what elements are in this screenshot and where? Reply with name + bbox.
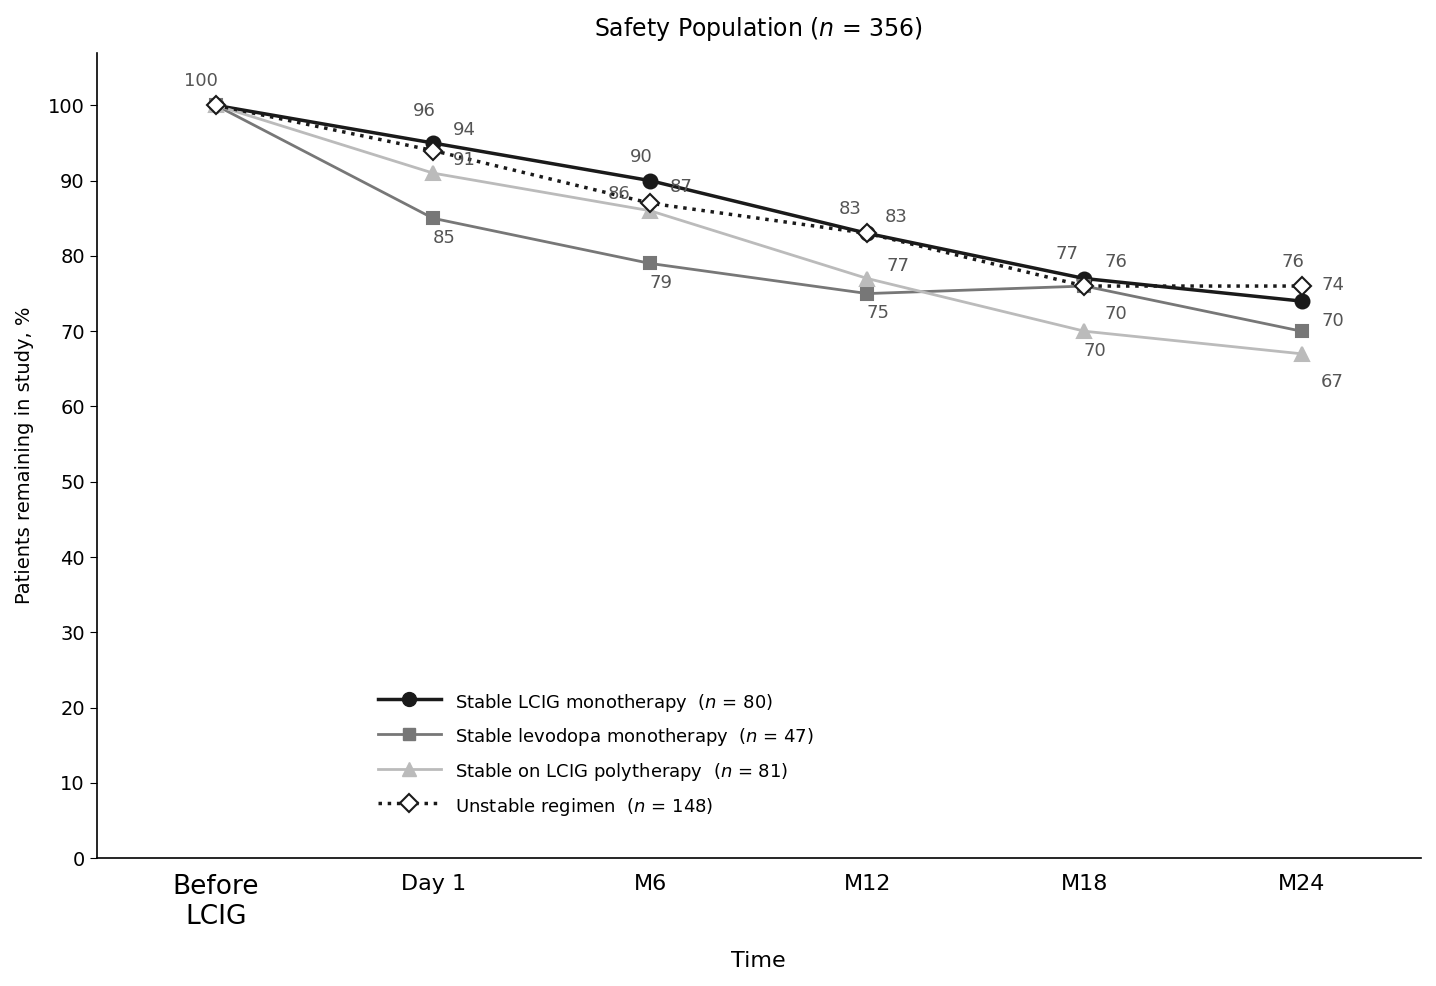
Text: 86: 86 [607, 185, 630, 203]
Text: 94: 94 [452, 121, 475, 139]
Text: 75: 75 [867, 304, 890, 322]
Text: 70: 70 [1084, 342, 1107, 360]
Text: 83: 83 [885, 208, 908, 226]
Title: Safety Population ($n$ = 356): Safety Population ($n$ = 356) [595, 15, 923, 43]
Text: 76: 76 [1281, 253, 1304, 271]
Text: 79: 79 [649, 274, 672, 292]
Text: 83: 83 [839, 200, 862, 218]
Text: 96: 96 [414, 103, 437, 120]
Text: 70: 70 [1321, 312, 1344, 329]
Text: 77: 77 [1055, 246, 1078, 263]
Text: 87: 87 [669, 177, 692, 195]
Text: 85: 85 [432, 229, 455, 246]
Legend: Stable LCIG monotherapy  ($n$ = 80), Stable levodopa monotherapy  ($n$ = 47), St: Stable LCIG monotherapy ($n$ = 80), Stab… [370, 683, 821, 825]
Text: 100: 100 [184, 72, 218, 91]
Text: 90: 90 [630, 148, 653, 166]
Text: 91: 91 [452, 152, 475, 170]
Text: 74: 74 [1321, 275, 1344, 294]
Text: 70: 70 [1104, 305, 1127, 322]
Text: 67: 67 [1321, 373, 1344, 390]
X-axis label: Time: Time [731, 951, 785, 971]
Text: 76: 76 [1104, 253, 1127, 271]
Y-axis label: Patients remaining in study, %: Patients remaining in study, % [14, 307, 34, 604]
Text: 77: 77 [887, 256, 910, 275]
